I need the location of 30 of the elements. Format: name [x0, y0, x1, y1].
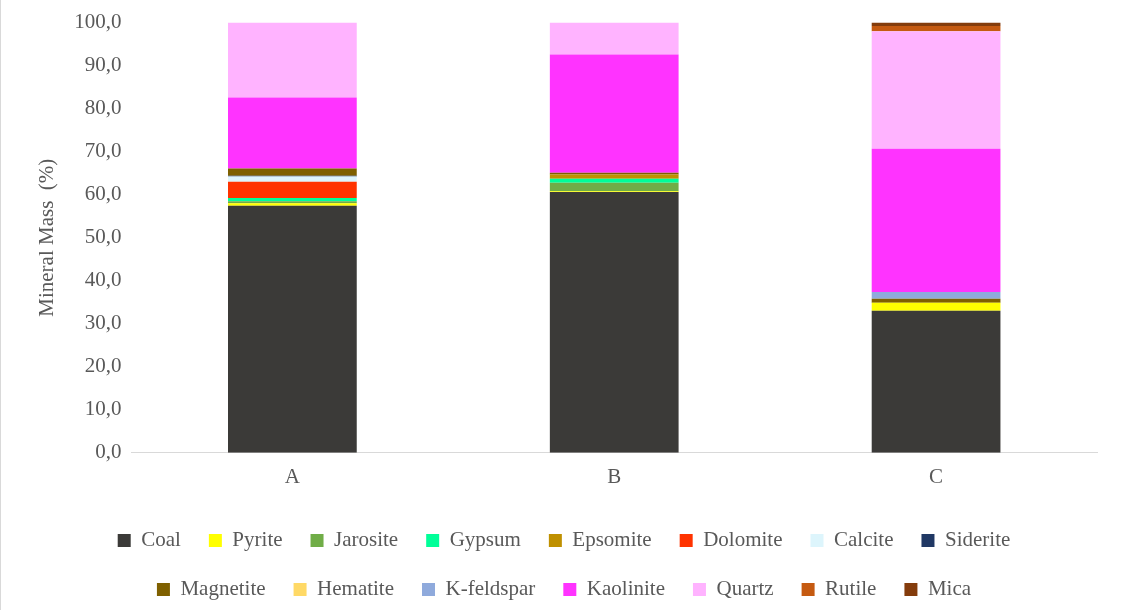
legend-label: Jarosite — [334, 527, 399, 552]
y-tick-label: 30,0 — [84, 310, 122, 335]
y-tick-label: 70,0 — [84, 138, 122, 163]
legend-label: Epsomite — [572, 527, 652, 552]
x-tick-label: A — [284, 463, 301, 488]
legend-label: Mica — [927, 576, 972, 601]
y-tick-label: 40,0 — [84, 267, 122, 292]
y-tick-label: 10,0 — [84, 396, 122, 421]
legend-label: Kaolinite — [586, 576, 665, 601]
y-axis-title: Mineral Mass (%) — [34, 158, 59, 317]
y-tick-label: 100,0 — [74, 9, 122, 34]
legend-label: Siderite — [944, 527, 1011, 552]
legend-label: Dolomite — [703, 527, 783, 552]
y-tick-label: 20,0 — [84, 353, 122, 378]
y-tick-label: 0,0 — [95, 439, 122, 464]
y-tick-label: 90,0 — [84, 52, 122, 77]
legend-label: K-feldspar — [445, 576, 536, 601]
legend-label: Calcite — [834, 527, 894, 552]
x-tick-label: C — [929, 463, 944, 488]
legend-label: Magnetite — [180, 576, 266, 601]
legend-label: Quartz — [716, 576, 774, 601]
y-tick-label: 60,0 — [84, 181, 122, 206]
y-tick-label: 80,0 — [84, 95, 122, 120]
legend-label: Gypsum — [449, 527, 521, 552]
legend-label: Rutile — [825, 576, 877, 601]
legend-label: Coal — [141, 527, 182, 552]
y-tick-label: 50,0 — [84, 224, 122, 249]
legend-label: Hematite — [317, 576, 395, 601]
x-tick-label: B — [607, 463, 622, 488]
legend-label: Pyrite — [232, 527, 283, 552]
